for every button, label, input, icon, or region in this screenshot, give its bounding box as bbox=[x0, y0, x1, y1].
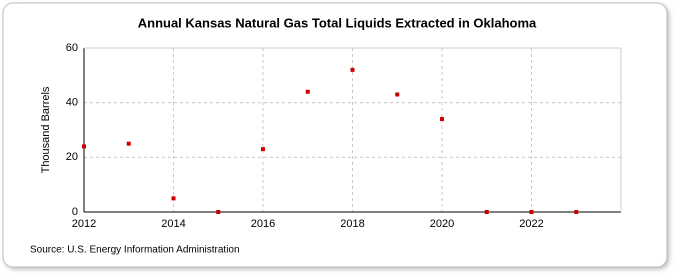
x-tick-label: 2016 bbox=[251, 218, 275, 230]
y-tick-label: 0 bbox=[72, 206, 78, 218]
x-tick-label: 2022 bbox=[519, 218, 543, 230]
x-tick-label: 2020 bbox=[430, 218, 454, 230]
x-tick-label: 2014 bbox=[161, 218, 185, 230]
marker bbox=[395, 92, 400, 97]
y-tick-label: 60 bbox=[66, 42, 78, 54]
chart-title: Annual Kansas Natural Gas Total Liquids … bbox=[138, 15, 537, 30]
x-tick-label: 2018 bbox=[340, 218, 364, 230]
marker bbox=[171, 196, 176, 201]
marker bbox=[529, 210, 534, 214]
x-tick-label: 2012 bbox=[72, 218, 96, 230]
marker bbox=[261, 147, 265, 152]
y-axis-label: Thousand Barrels bbox=[40, 86, 52, 173]
marker bbox=[305, 89, 310, 94]
marker bbox=[574, 210, 579, 214]
marker bbox=[440, 117, 444, 122]
y-tick-label: 20 bbox=[66, 151, 78, 163]
y-tick-label: 40 bbox=[66, 97, 78, 109]
marker bbox=[126, 141, 131, 146]
marker bbox=[484, 210, 489, 214]
marker bbox=[82, 144, 86, 149]
marker bbox=[216, 210, 221, 214]
marker bbox=[350, 67, 355, 72]
frame bbox=[2, 2, 668, 268]
source: Source: U.S. Energy Information Administ… bbox=[30, 245, 240, 256]
